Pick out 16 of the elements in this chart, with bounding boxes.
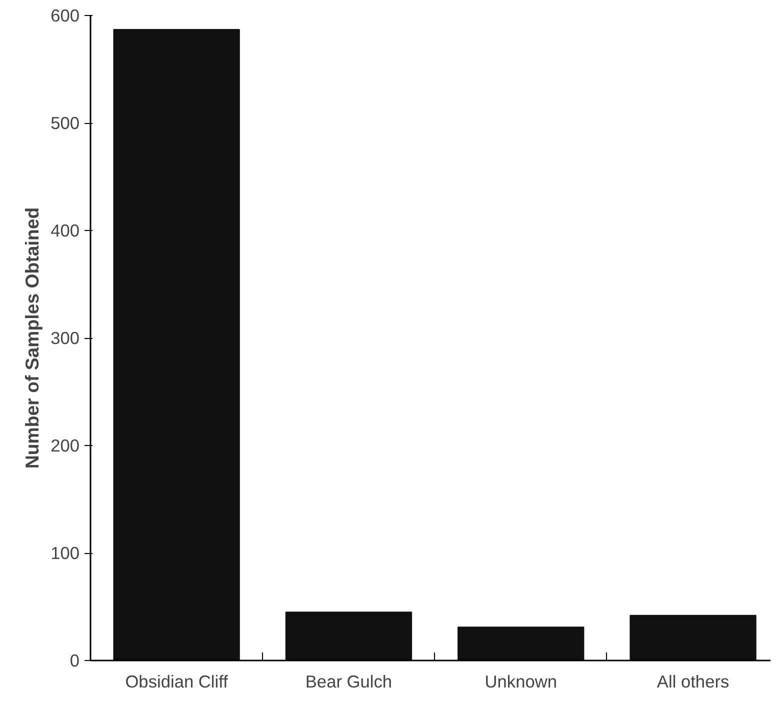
bar: [630, 614, 756, 660]
y-tick-label: 600: [50, 6, 80, 26]
y-axis-title: Number of Samples Obtained: [22, 207, 43, 469]
x-tick-label: Obsidian Cliff: [125, 672, 228, 692]
y-tick-label: 100: [50, 543, 80, 563]
x-tick-label: All others: [656, 672, 730, 692]
y-tick-label: 400: [50, 220, 80, 240]
x-tick-label: Bear Gulch: [305, 672, 392, 692]
bar: [285, 612, 412, 660]
y-tick-label: 300: [50, 328, 80, 348]
x-tick-label: Unknown: [484, 672, 558, 692]
y-tick-label: 0: [70, 650, 80, 670]
bar: [458, 626, 584, 660]
y-tick-label: 500: [50, 113, 80, 133]
y-tick-label: 200: [50, 436, 80, 456]
bar: [113, 28, 240, 660]
